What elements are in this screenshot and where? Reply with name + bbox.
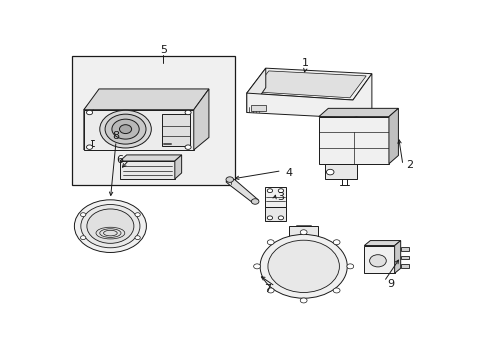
Circle shape bbox=[81, 213, 85, 217]
Polygon shape bbox=[252, 71, 366, 98]
Text: 8: 8 bbox=[112, 131, 120, 141]
Circle shape bbox=[267, 240, 274, 245]
Circle shape bbox=[253, 264, 260, 269]
Bar bbox=[250, 105, 265, 111]
Polygon shape bbox=[324, 164, 356, 179]
Polygon shape bbox=[388, 108, 398, 164]
Polygon shape bbox=[246, 68, 265, 112]
Polygon shape bbox=[120, 155, 181, 161]
Circle shape bbox=[225, 177, 233, 183]
Text: 2: 2 bbox=[406, 160, 412, 170]
Circle shape bbox=[267, 189, 272, 193]
Text: 1: 1 bbox=[302, 58, 308, 68]
Text: 6: 6 bbox=[116, 155, 123, 165]
Circle shape bbox=[81, 204, 140, 248]
Circle shape bbox=[86, 145, 92, 149]
Circle shape bbox=[267, 216, 272, 220]
Circle shape bbox=[184, 110, 191, 115]
Polygon shape bbox=[193, 89, 208, 150]
Circle shape bbox=[278, 189, 283, 193]
Circle shape bbox=[74, 200, 146, 252]
Polygon shape bbox=[264, 207, 285, 221]
Polygon shape bbox=[400, 247, 408, 251]
Bar bbox=[161, 114, 189, 146]
Circle shape bbox=[300, 230, 306, 235]
Polygon shape bbox=[120, 161, 175, 179]
Circle shape bbox=[260, 234, 346, 298]
Text: 4: 4 bbox=[285, 168, 291, 179]
Polygon shape bbox=[175, 155, 181, 179]
Circle shape bbox=[86, 110, 92, 115]
Polygon shape bbox=[318, 117, 388, 164]
Ellipse shape bbox=[93, 226, 127, 240]
Circle shape bbox=[112, 119, 139, 139]
Bar bbox=[72, 56, 235, 185]
Polygon shape bbox=[225, 179, 258, 203]
Circle shape bbox=[105, 114, 146, 144]
Circle shape bbox=[100, 110, 151, 148]
Circle shape bbox=[332, 240, 339, 245]
Polygon shape bbox=[400, 264, 408, 268]
Polygon shape bbox=[84, 89, 208, 110]
Polygon shape bbox=[394, 240, 400, 273]
Circle shape bbox=[267, 240, 339, 292]
Text: 7: 7 bbox=[264, 284, 271, 293]
Circle shape bbox=[135, 236, 140, 240]
Circle shape bbox=[87, 209, 134, 243]
Polygon shape bbox=[318, 108, 398, 117]
Circle shape bbox=[369, 255, 386, 267]
Polygon shape bbox=[246, 74, 371, 118]
Circle shape bbox=[81, 236, 85, 240]
Circle shape bbox=[251, 199, 259, 204]
Circle shape bbox=[119, 125, 131, 134]
Text: 5: 5 bbox=[160, 45, 166, 55]
Polygon shape bbox=[400, 256, 408, 260]
Text: 3: 3 bbox=[277, 192, 284, 202]
Circle shape bbox=[300, 298, 306, 303]
Text: 9: 9 bbox=[386, 279, 394, 289]
Polygon shape bbox=[84, 99, 93, 150]
Polygon shape bbox=[84, 110, 193, 150]
Circle shape bbox=[278, 216, 283, 220]
Circle shape bbox=[135, 213, 140, 217]
Polygon shape bbox=[364, 246, 394, 273]
Bar bbox=[289, 226, 317, 237]
Circle shape bbox=[326, 169, 333, 175]
Polygon shape bbox=[246, 68, 371, 100]
Circle shape bbox=[267, 288, 274, 293]
Polygon shape bbox=[264, 187, 285, 207]
Polygon shape bbox=[364, 240, 400, 246]
Circle shape bbox=[332, 288, 339, 293]
Circle shape bbox=[346, 264, 353, 269]
Circle shape bbox=[184, 145, 191, 149]
